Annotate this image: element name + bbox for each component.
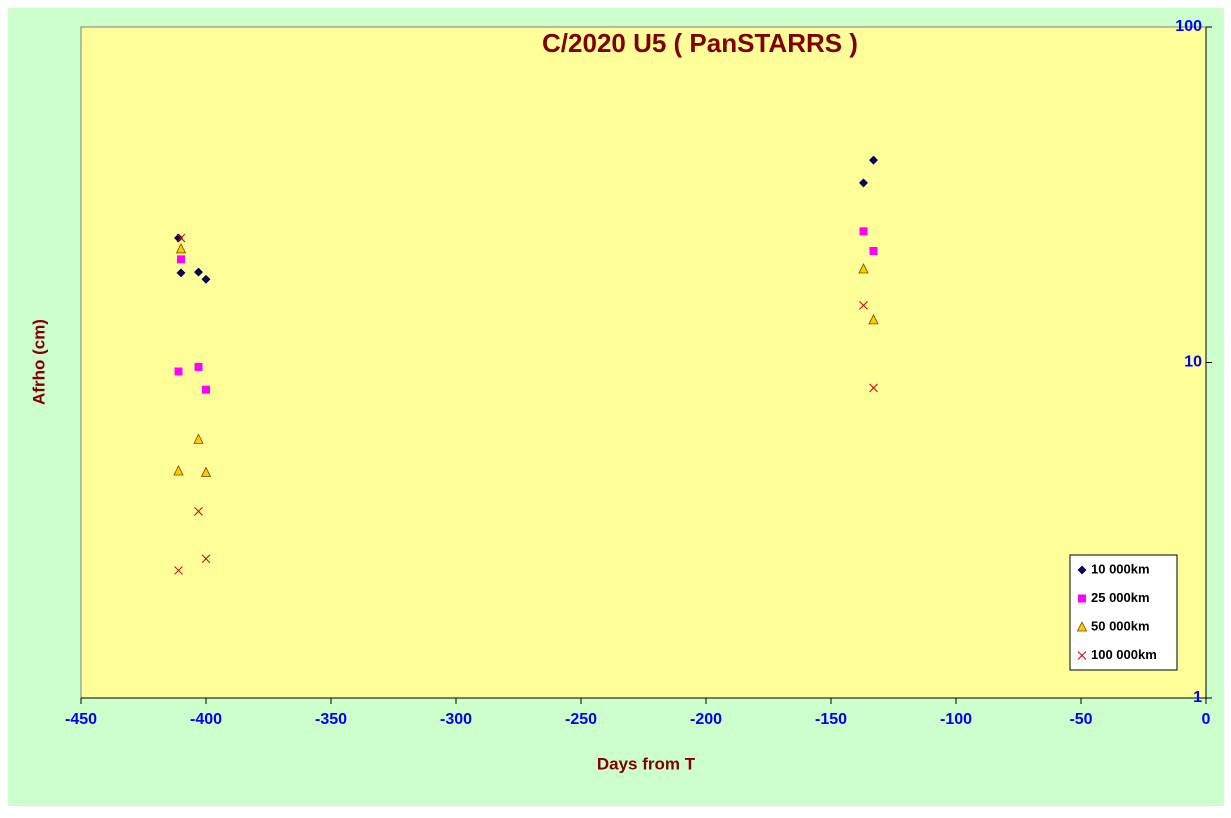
- data-point: [174, 233, 183, 243]
- legend-box: [1069, 554, 1178, 671]
- marker-shape: [869, 383, 878, 393]
- marker-shape: [202, 385, 210, 394]
- data-point: [201, 554, 211, 564]
- marker-shape: [1076, 621, 1088, 632]
- x-tick-label: -150: [815, 711, 847, 728]
- x-axis-label: Days from T: [597, 754, 696, 773]
- data-point: [174, 566, 183, 575]
- marker-shape: [859, 301, 868, 310]
- data-point: [194, 362, 203, 371]
- x-tick-label: -400: [190, 711, 222, 728]
- marker-shape: [173, 465, 184, 476]
- legend-label: 100 000km: [1091, 647, 1157, 662]
- x-tick-label: 0: [1202, 711, 1211, 728]
- marker-shape: [868, 313, 879, 325]
- data-point: [858, 263, 869, 274]
- x-tick-label: -350: [315, 711, 347, 728]
- marker-shape: [194, 507, 203, 516]
- legend-label: 50 000km: [1091, 618, 1150, 633]
- data-point: [859, 301, 868, 310]
- data-point: [869, 383, 878, 393]
- data-point: [869, 246, 878, 255]
- marker-shape: [1077, 565, 1087, 575]
- marker-shape: [859, 178, 868, 188]
- y-axis-label: Afrho (cm): [29, 319, 48, 405]
- data-point: [859, 227, 868, 236]
- legend-label: 25 000km: [1091, 590, 1150, 605]
- marker-shape: [193, 433, 204, 444]
- marker-shape: [174, 233, 183, 243]
- marker-shape: [1078, 594, 1086, 603]
- data-point: [175, 243, 187, 254]
- data-point: [868, 313, 879, 325]
- marker-shape: [174, 367, 183, 376]
- legend-marker: [1077, 651, 1087, 660]
- legend-marker: [1078, 594, 1086, 603]
- chart-title: C/2020 U5 ( PanSTARRS ): [542, 28, 858, 58]
- y-tick-label: 10: [1184, 354, 1202, 371]
- marker-shape: [174, 566, 183, 575]
- data-point: [173, 465, 184, 476]
- x-tick-label: -50: [1069, 711, 1092, 728]
- data-point: [200, 466, 212, 477]
- x-tick-label: -450: [65, 711, 97, 728]
- marker-shape: [176, 233, 186, 243]
- marker-shape: [869, 155, 878, 165]
- x-tick-label: -300: [440, 711, 472, 728]
- data-point: [194, 507, 203, 516]
- y-tick-label: 100: [1175, 18, 1202, 35]
- marker-shape: [869, 246, 878, 255]
- marker-shape: [201, 554, 211, 564]
- data-point: [859, 178, 868, 188]
- data-point: [176, 233, 186, 243]
- marker-shape: [858, 263, 869, 274]
- data-point: [202, 385, 210, 394]
- data-point: [193, 433, 204, 444]
- x-tick-label: -100: [940, 711, 972, 728]
- marker-shape: [177, 255, 185, 264]
- marker-shape: [175, 243, 187, 254]
- marker-shape: [194, 362, 203, 371]
- marker-shape: [201, 274, 211, 284]
- data-point: [176, 268, 186, 278]
- marker-shape: [176, 268, 186, 278]
- marker-shape: [194, 267, 203, 277]
- data-point: [194, 267, 203, 277]
- legend-label: 10 000km: [1091, 561, 1150, 576]
- y-tick-label: 1: [1193, 689, 1202, 706]
- plot-area: [80, 26, 1207, 699]
- marker-shape: [859, 227, 868, 236]
- legend-marker: [1077, 565, 1087, 575]
- marker-shape: [1077, 651, 1087, 660]
- data-point: [201, 274, 211, 284]
- data-point: [177, 255, 185, 264]
- data-point: [174, 367, 183, 376]
- legend-marker: [1076, 621, 1088, 632]
- x-tick-label: -200: [690, 711, 722, 728]
- x-tick-label: -250: [565, 711, 597, 728]
- marker-shape: [200, 466, 212, 477]
- data-point: [869, 155, 878, 165]
